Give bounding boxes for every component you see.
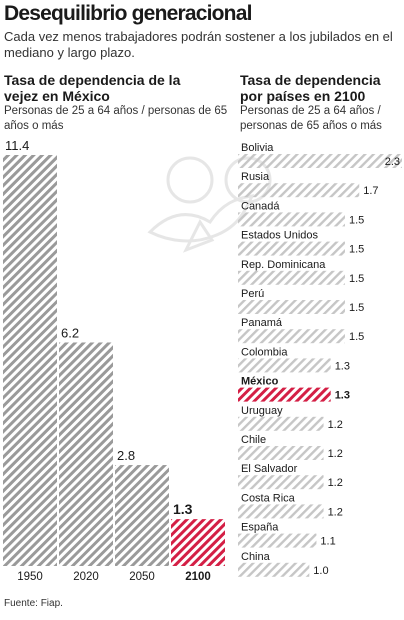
bar-2050	[115, 465, 169, 566]
bar-España	[238, 533, 317, 548]
country-label-Bolivia: Bolivia	[241, 142, 274, 154]
source-note: Fuente: Fiap.	[4, 598, 63, 609]
bar-China	[238, 562, 310, 577]
value-label-España: 1.1	[320, 536, 335, 548]
country-label-China: China	[241, 551, 271, 563]
left-chart-title: Tasa de dependencia de la vejez en Méxic…	[4, 72, 181, 104]
value-label-Rusia: 1.7	[363, 185, 378, 197]
value-label-Chile: 1.2	[328, 448, 343, 460]
bar-Costa Rica	[238, 504, 324, 519]
category-label-2100: 2100	[185, 571, 211, 583]
country-label-Uruguay: Uruguay	[241, 405, 283, 417]
country-label-Costa Rica: Costa Rica	[241, 492, 296, 504]
country-label-México: México	[241, 376, 279, 388]
value-label-Bolivia: 2.3	[385, 156, 400, 168]
country-label-Colombia: Colombia	[241, 346, 288, 358]
country-label-El Salvador: El Salvador	[241, 463, 298, 475]
bar-Bolivia	[238, 154, 402, 168]
value-label-Estados Unidos: 1.5	[349, 244, 364, 256]
country-label-España: España	[241, 522, 279, 534]
bar-El Salvador	[238, 475, 324, 490]
bar-Estados Unidos	[238, 241, 345, 256]
bar-Colombia	[238, 358, 331, 373]
left-chart-subtitle: Personas de 25 a 64 años / personas de 6…	[4, 105, 228, 132]
bar-Canadá	[238, 212, 345, 227]
country-label-Chile: Chile	[241, 434, 266, 446]
page-subtitle: Cada vez menos trabajadores podrán soste…	[4, 29, 393, 60]
value-label-Rep. Dominicana: 1.5	[349, 273, 364, 285]
bar-Rep. Dominicana	[238, 270, 345, 285]
category-label-1950: 1950	[17, 571, 43, 583]
value-label-China: 1.0	[313, 565, 328, 577]
value-label-México: 1.3	[335, 390, 350, 402]
left-chart: 11.4 1950 6.2 2020 2.8 2050 1.3 2100	[3, 138, 225, 583]
bar-Rusia	[238, 183, 360, 198]
bar-2100	[171, 519, 225, 566]
category-label-2050: 2050	[129, 571, 155, 583]
value-label-El Salvador: 1.2	[328, 477, 343, 489]
value-label-Costa Rica: 1.2	[328, 506, 343, 518]
country-label-Panamá: Panamá	[241, 317, 283, 329]
value-label-Uruguay: 1.2	[328, 419, 343, 431]
right-chart: Bolivia 2.3 Rusia 1.7 Canadá 1.5 Estados Unido…	[238, 142, 402, 577]
bar-Uruguay	[238, 416, 324, 431]
right-chart-subtitle: Personas de 25 a 64 años / personas de 6…	[240, 105, 382, 132]
page-title: Desequilibrio generacional	[4, 2, 252, 25]
bar-Perú	[238, 300, 345, 314]
country-label-Estados Unidos: Estados Unidos	[241, 230, 319, 242]
bar-México	[238, 387, 331, 402]
value-label-2050: 2.8	[117, 448, 135, 463]
country-label-Rep. Dominicana: Rep. Dominicana	[241, 259, 326, 271]
value-label-Canadá: 1.5	[349, 214, 364, 226]
country-label-Rusia: Rusia	[241, 171, 270, 183]
value-label-Colombia: 1.3	[335, 360, 350, 372]
bar-2020	[59, 342, 113, 566]
category-label-2020: 2020	[73, 571, 99, 583]
value-label-Perú: 1.5	[349, 302, 364, 314]
value-label-2100: 1.3	[173, 501, 193, 517]
value-label-Panamá: 1.5	[349, 331, 364, 343]
bar-Chile	[238, 446, 324, 460]
right-chart-title: Tasa de dependencia por países en 2100	[240, 72, 381, 104]
value-label-2020: 6.2	[61, 325, 79, 340]
bar-1950	[3, 155, 57, 566]
country-label-Perú: Perú	[241, 288, 264, 300]
country-label-Canadá: Canadá	[241, 200, 280, 212]
bar-Panamá	[238, 329, 345, 344]
value-label-1950: 11.4	[5, 138, 29, 153]
